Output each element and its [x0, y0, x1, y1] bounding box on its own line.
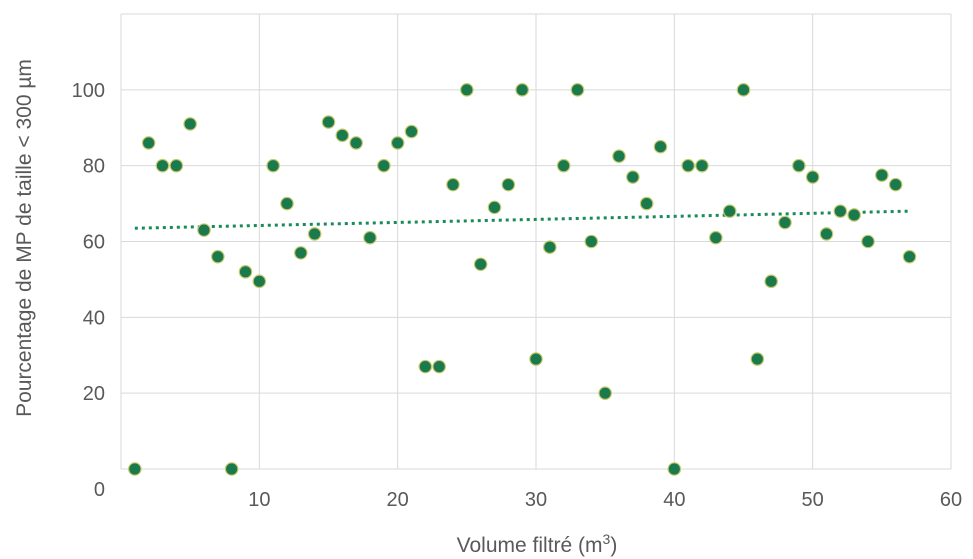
data-point: [902, 249, 917, 264]
x-tick-label: 20: [387, 489, 409, 511]
data-point: [722, 204, 737, 218]
data-point: [584, 234, 599, 249]
y-axis-ticks: 0 20 40 60 80 100: [72, 80, 105, 501]
data-point: [418, 359, 433, 374]
data-point: [155, 158, 170, 173]
data-point: [183, 117, 197, 131]
data-point: [833, 204, 848, 218]
x-tick-label: 30: [525, 489, 547, 511]
y-tick-label: 80: [83, 156, 105, 178]
data-point: [404, 124, 419, 139]
data-point: [653, 139, 668, 154]
data-point: [211, 249, 225, 264]
data-point: [252, 274, 267, 289]
data-point: [639, 196, 654, 211]
data-point: [819, 227, 834, 241]
y-tick-label: 100: [72, 80, 105, 102]
data-point: [224, 462, 239, 476]
data-point: [460, 83, 474, 97]
linear-trendline: [134, 209, 910, 230]
data-point: [778, 215, 792, 230]
data-point: [321, 115, 336, 129]
data-point: [335, 128, 350, 143]
data-point: [349, 136, 363, 150]
gridlines: [120, 13, 952, 470]
data-point: [377, 158, 391, 173]
data-point: [473, 257, 488, 272]
data-point: [487, 200, 502, 215]
data-point: [695, 158, 709, 173]
data-point: [888, 177, 903, 192]
data-point: [764, 274, 778, 289]
data-point: [681, 158, 695, 173]
data-point: [709, 230, 723, 245]
data-point: [307, 227, 322, 241]
x-axis-title: Volume filtré (m3): [457, 531, 618, 557]
data-point: [266, 158, 280, 173]
data-point: [626, 170, 640, 184]
x-axis-title-superscript: 3: [603, 531, 611, 547]
data-point: [556, 158, 571, 173]
data-point: [847, 208, 861, 222]
x-tick-label: 50: [802, 489, 824, 511]
x-tick-label: 60: [940, 489, 962, 511]
data-point: [141, 136, 156, 150]
data-point: [169, 158, 184, 173]
data-point: [446, 177, 460, 192]
x-tick-label: 40: [663, 489, 685, 511]
data-point: [736, 83, 751, 97]
data-point: [612, 149, 626, 163]
y-tick-label: 20: [83, 383, 105, 405]
data-point: [529, 352, 543, 366]
data-point: [805, 170, 820, 184]
data-point: [390, 136, 405, 150]
x-tick-label: 10: [248, 489, 270, 511]
x-axis-ticks: 10 20 30 40 50 60: [248, 489, 962, 511]
data-point: [501, 177, 516, 192]
data-point: [543, 240, 557, 254]
data-point: [238, 265, 253, 279]
data-point: [667, 462, 682, 476]
data-point: [875, 168, 889, 182]
data-point: [294, 246, 308, 260]
data-point: [432, 359, 446, 374]
data-points: [128, 83, 917, 476]
data-point: [280, 196, 294, 211]
data-point: [515, 83, 529, 97]
data-point: [570, 83, 585, 97]
data-point: [792, 158, 806, 173]
trendline-group: [134, 209, 910, 230]
data-point: [598, 386, 612, 400]
y-axis-title: Pourcentage de MP de taille < 300 µm: [13, 59, 36, 417]
data-point: [750, 352, 765, 366]
data-point: [861, 234, 875, 249]
y-tick-label: 40: [83, 307, 105, 329]
data-point: [197, 223, 211, 237]
y-tick-label: 0: [94, 479, 105, 501]
y-tick-label: 60: [83, 232, 105, 254]
data-point: [363, 230, 377, 245]
data-point: [128, 462, 142, 476]
